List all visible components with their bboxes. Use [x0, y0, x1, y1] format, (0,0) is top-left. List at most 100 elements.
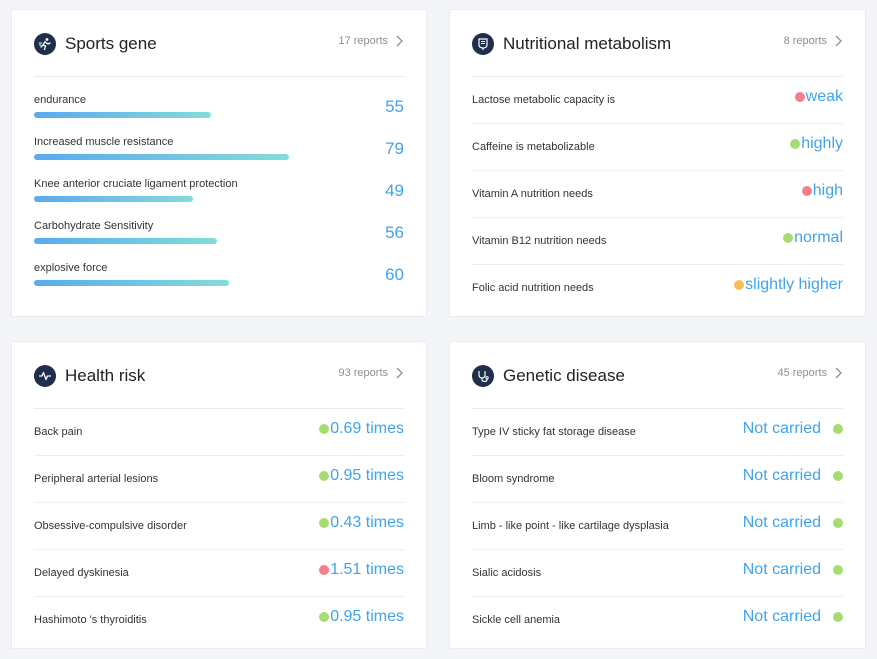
item-label: Vitamin A nutrition needs	[472, 188, 593, 200]
item-label: Limb - like point - like cartilage dyspl…	[472, 520, 669, 532]
list-item: Folic acid nutrition needs slightly high…	[472, 265, 843, 312]
health-risk-card: Health risk 93 reports Back pain 0.69 ti…	[11, 341, 427, 649]
sport-value: 56	[385, 223, 404, 242]
sport-row: endurance 55	[34, 94, 404, 136]
sport-row: Knee anterior cruciate ligament protecti…	[34, 178, 404, 220]
nutritional-metabolism-header[interactable]: Nutritional metabolism 8 reports	[472, 10, 843, 77]
item-label: Folic acid nutrition needs	[472, 282, 594, 294]
sport-value: 49	[385, 181, 404, 200]
status-dot	[833, 565, 843, 575]
item-label: Vitamin B12 nutrition needs	[472, 235, 607, 247]
sport-label: Carbohydrate Sensitivity	[34, 220, 154, 232]
list-item: Delayed dyskinesia 1.51 times	[34, 550, 404, 597]
status-dot	[794, 92, 805, 102]
status-dot	[783, 233, 794, 243]
list-item: Bloom syndrome Not carried	[472, 456, 843, 503]
item-value: high	[801, 182, 843, 200]
sport-label: explosive force	[34, 262, 108, 274]
genetic-disease-card: Genetic disease 45 reports Type IV stick…	[449, 341, 866, 649]
sport-row: Carbohydrate Sensitivity 56	[34, 220, 404, 262]
health-risk-header[interactable]: Health risk 93 reports	[34, 342, 404, 409]
item-label: Back pain	[34, 426, 83, 438]
status-dot	[833, 471, 843, 481]
sport-bar	[34, 154, 334, 160]
sport-label: Increased muscle resistance	[34, 136, 174, 148]
list-item: Sialic acidosis Not carried	[472, 550, 843, 597]
item-label: Delayed dyskinesia	[34, 567, 129, 579]
sport-label: Knee anterior cruciate ligament protecti…	[34, 178, 238, 190]
nutritional-metabolism-card: Nutritional metabolism 8 reports Lactose…	[449, 9, 866, 317]
sport-row: explosive force 60	[34, 262, 404, 304]
item-label: Peripheral arterial lesions	[34, 473, 159, 485]
reports-count[interactable]: 8 reports	[783, 35, 827, 47]
genetic-disease-header[interactable]: Genetic disease 45 reports	[472, 342, 843, 409]
sport-bar	[34, 196, 334, 202]
reports-count[interactable]: 17 reports	[338, 35, 388, 47]
card-title: Nutritional metabolism	[503, 34, 672, 53]
heartbeat-icon	[34, 365, 56, 387]
status-dot	[801, 186, 812, 196]
running-person-icon	[34, 33, 56, 55]
list-item: Limb - like point - like cartilage dyspl…	[472, 503, 843, 550]
item-value: 0.43 times	[319, 514, 404, 532]
sport-value: 60	[385, 265, 404, 284]
item-label: Caffeine is metabolizable	[472, 141, 595, 153]
item-value: Not carried	[743, 514, 843, 532]
item-label: Hashimoto 's thyroiditis	[34, 614, 147, 626]
item-value: 1.51 times	[319, 561, 404, 579]
item-value: highly	[790, 135, 843, 153]
chevron-right-icon[interactable]	[833, 366, 843, 380]
list-item: Type IV sticky fat storage disease Not c…	[472, 409, 843, 456]
list-item: Sickle cell anemia Not carried	[472, 597, 843, 644]
item-label: Type IV sticky fat storage disease	[472, 426, 636, 438]
list-item: Vitamin A nutrition needs high	[472, 171, 843, 218]
status-dot	[319, 612, 330, 622]
sports-gene-card: Sports gene 17 reports endurance 55 Incr…	[11, 9, 427, 317]
sport-bar	[34, 112, 334, 118]
item-value: slightly higher	[734, 276, 843, 294]
sport-row: Increased muscle resistance 79	[34, 136, 404, 178]
status-dot	[319, 424, 330, 434]
card-title: Sports gene	[65, 34, 157, 53]
status-dot	[790, 139, 801, 149]
item-value: 0.95 times	[319, 608, 404, 626]
sport-bar	[34, 280, 334, 286]
card-title: Health risk	[65, 366, 146, 385]
item-value: weak	[794, 88, 843, 106]
item-value: normal	[783, 229, 843, 247]
list-item: Vitamin B12 nutrition needs normal	[472, 218, 843, 265]
reports-count[interactable]: 93 reports	[338, 367, 388, 379]
sports-gene-header[interactable]: Sports gene 17 reports	[34, 10, 404, 77]
item-value: 0.95 times	[319, 467, 404, 485]
item-value: Not carried	[743, 420, 843, 438]
item-label: Lactose metabolic capacity is	[472, 94, 616, 106]
status-dot	[833, 518, 843, 528]
list-item: Peripheral arterial lesions 0.95 times	[34, 456, 404, 503]
stethoscope-icon	[472, 365, 494, 387]
item-value: Not carried	[743, 467, 843, 485]
reports-count[interactable]: 45 reports	[777, 367, 827, 379]
status-dot	[319, 565, 330, 575]
item-label: Sialic acidosis	[472, 567, 542, 579]
chevron-right-icon[interactable]	[394, 366, 404, 380]
list-item: Back pain 0.69 times	[34, 409, 404, 456]
item-label: Bloom syndrome	[472, 473, 555, 485]
list-item: Lactose metabolic capacity is weak	[472, 77, 843, 124]
item-value: 0.69 times	[319, 420, 404, 438]
status-dot	[833, 424, 843, 434]
chevron-right-icon[interactable]	[394, 34, 404, 48]
sport-bar	[34, 238, 334, 244]
list-item: Caffeine is metabolizable highly	[472, 124, 843, 171]
sport-label: endurance	[34, 94, 86, 106]
list-item: Hashimoto 's thyroiditis 0.95 times	[34, 597, 404, 644]
chevron-right-icon[interactable]	[833, 34, 843, 48]
sport-value: 79	[385, 139, 404, 158]
status-dot	[833, 612, 843, 622]
status-dot	[319, 518, 330, 528]
item-value: Not carried	[743, 608, 843, 626]
status-dot	[319, 471, 330, 481]
item-value: Not carried	[743, 561, 843, 579]
status-dot	[734, 280, 745, 290]
item-label: Obsessive-compulsive disorder	[34, 520, 187, 532]
nutrition-icon	[472, 33, 494, 55]
